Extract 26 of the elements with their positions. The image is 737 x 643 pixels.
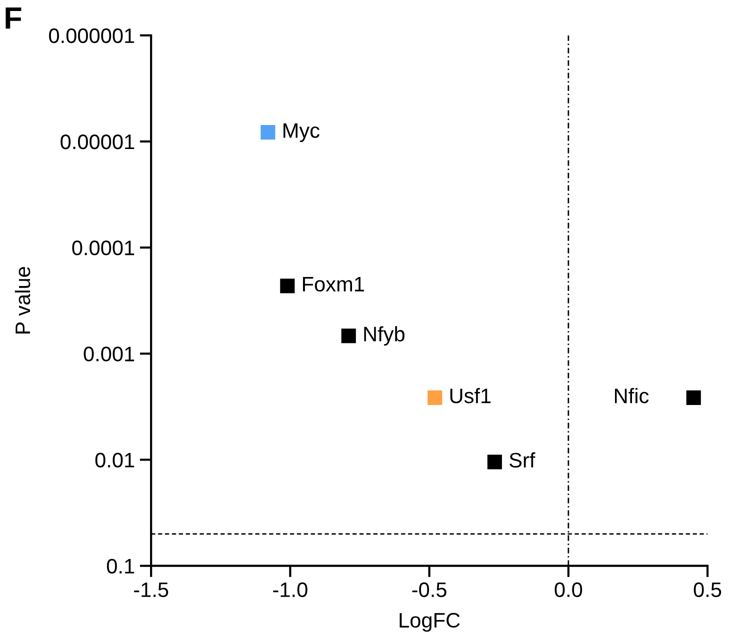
y-tick-label: 0.01 — [95, 452, 134, 468]
point — [341, 328, 356, 344]
annotation: Myc — [284, 123, 320, 142]
y-tick-label: 0.1 — [106, 558, 134, 574]
x-axis-title: LogFC — [400, 612, 460, 632]
point — [487, 454, 502, 470]
x-tick-label: -0.5 — [412, 582, 446, 598]
point — [686, 390, 701, 405]
x-tick-label: 0.0 — [554, 582, 582, 598]
y-tick-label: 0.00001 — [60, 134, 134, 150]
y-tick-label: 0.001 — [84, 346, 134, 362]
point — [260, 125, 276, 140]
y-tick-label: 0.0001 — [72, 240, 134, 256]
point — [428, 390, 442, 405]
y-axis-title: P value — [14, 266, 30, 334]
chart-title: F — [6, 8, 22, 29]
annotation: Usf1 — [450, 388, 491, 404]
y-tick-label: 0.000001 — [49, 28, 134, 44]
annotation: Srf — [510, 452, 536, 468]
x-tick-label: -1.0 — [273, 582, 308, 598]
annotation: Foxm1 — [303, 276, 364, 292]
annotation: Nfic — [614, 388, 649, 404]
point — [280, 278, 295, 294]
annotation: Nfyb — [364, 326, 404, 346]
x-tick-label: 0.5 — [694, 582, 722, 598]
x-tick-label: -1.5 — [134, 582, 168, 598]
